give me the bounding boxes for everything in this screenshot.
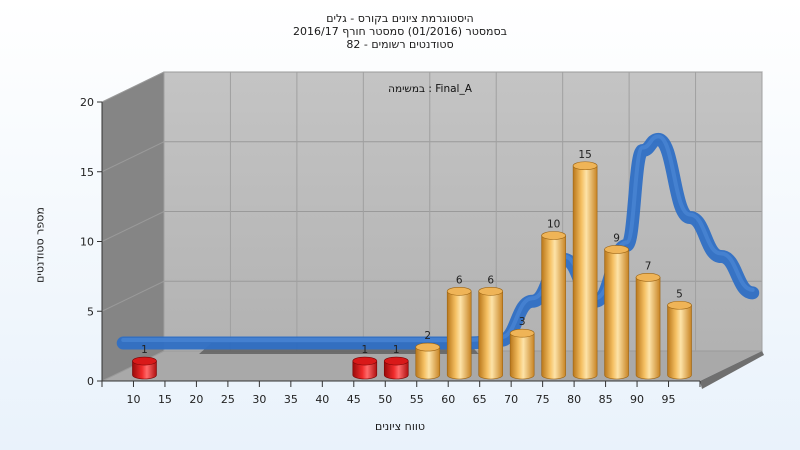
- x-tick-label: 45: [347, 393, 361, 406]
- histogram-bar-top: [667, 300, 692, 310]
- x-tick-label: 65: [473, 393, 487, 406]
- x-tick-label: 75: [536, 393, 550, 406]
- histogram-bar-top: [352, 356, 378, 366]
- histogram-bar-top: [415, 342, 441, 352]
- x-tick-label: 30: [252, 393, 266, 406]
- histogram-bar: [509, 332, 535, 380]
- task-annotation: במשימה : Final_A: [388, 83, 473, 95]
- y-tick-label: 15: [80, 166, 94, 179]
- x-tick-label: 80: [567, 393, 581, 406]
- x-tick-label: 40: [315, 393, 329, 406]
- x-tick-label: 15: [158, 393, 172, 406]
- histogram-bar-top: [541, 231, 566, 240]
- histogram-bar: [667, 304, 692, 380]
- x-tick-label: 60: [441, 393, 455, 406]
- y-tick-label: 20: [80, 96, 94, 109]
- gridline-wall: [101, 280, 165, 312]
- x-tick-label: 95: [662, 393, 676, 406]
- histogram-bar: [541, 235, 566, 380]
- bar-value-label: 6: [487, 274, 494, 286]
- histogram-bar-top: [132, 356, 157, 366]
- histogram-bar-top: [572, 161, 598, 171]
- histogram-bar: [604, 249, 629, 380]
- bar-value-label: 15: [578, 149, 591, 161]
- histogram-bar-top: [383, 356, 409, 366]
- histogram-bar-top: [478, 286, 503, 296]
- x-tick-label: 70: [504, 393, 518, 406]
- histogram-bar-top: [635, 273, 661, 282]
- bar-value-label: 1: [393, 344, 400, 356]
- x-tick-label: 35: [284, 393, 298, 406]
- x-tick-label: 25: [221, 393, 235, 406]
- y-tick-label: 0: [87, 375, 94, 388]
- chart-title: היסטוגרמת ציונים בקורס - גלים: [326, 12, 474, 25]
- x-tick-label: 10: [126, 393, 140, 406]
- bar-value-label: 3: [519, 316, 526, 328]
- x-tick-label: 55: [410, 393, 424, 406]
- x-axis-label: טווח ציונים: [375, 420, 425, 433]
- y-tick-label: 10: [80, 236, 94, 249]
- x-tick-label: 90: [630, 393, 644, 406]
- bar-value-label: 1: [361, 344, 368, 356]
- y-axis-label: מספר סטודנטים: [33, 207, 47, 283]
- histogram-bar: [132, 360, 157, 380]
- histogram-bar: [415, 346, 441, 380]
- histogram-bar-top: [604, 245, 629, 254]
- gridline-wall: [101, 71, 165, 103]
- histogram-bar-top: [446, 286, 472, 296]
- histogram-bar: [572, 165, 598, 380]
- bar-value-label: 10: [547, 219, 560, 231]
- histogram-bar: [478, 291, 503, 380]
- chart-subtitle-enrolled: סטודנטים רשומים - 82: [346, 38, 454, 51]
- histogram-bar: [446, 291, 472, 380]
- bar-value-label: 2: [424, 330, 431, 342]
- bar-value-label: 1: [141, 344, 148, 356]
- bar-value-label: 5: [676, 288, 683, 300]
- bar-value-label: 9: [613, 232, 620, 244]
- bar-value-label: 7: [645, 260, 652, 272]
- histogram-bar: [635, 277, 661, 380]
- gridline-wall: [101, 141, 165, 173]
- histogram-bar: [352, 360, 378, 380]
- x-tick-label: 20: [189, 393, 203, 406]
- x-tick-label: 50: [378, 393, 392, 406]
- gridline-wall: [101, 211, 165, 242]
- y-tick-label: 5: [87, 305, 94, 318]
- histogram-bar-top: [509, 328, 535, 338]
- x-tick-label: 85: [599, 393, 613, 406]
- bar-value-label: 6: [456, 274, 463, 286]
- floor-edge: [700, 351, 764, 389]
- chart-subtitle-semester: בסמסטר (01/2016) סמסטר חורף 2016/17: [293, 25, 507, 38]
- histogram-bar: [383, 360, 409, 380]
